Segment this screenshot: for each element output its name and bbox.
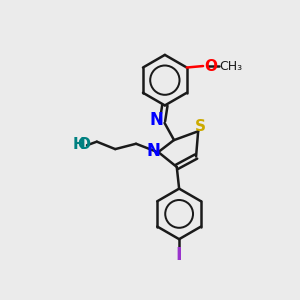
Text: S: S: [195, 119, 206, 134]
Text: O: O: [77, 137, 90, 152]
Text: H: H: [73, 137, 85, 152]
Text: O: O: [204, 58, 217, 74]
Text: CH₃: CH₃: [219, 59, 242, 73]
Text: I: I: [176, 246, 182, 264]
Text: N: N: [146, 142, 160, 160]
Text: N: N: [150, 111, 164, 129]
